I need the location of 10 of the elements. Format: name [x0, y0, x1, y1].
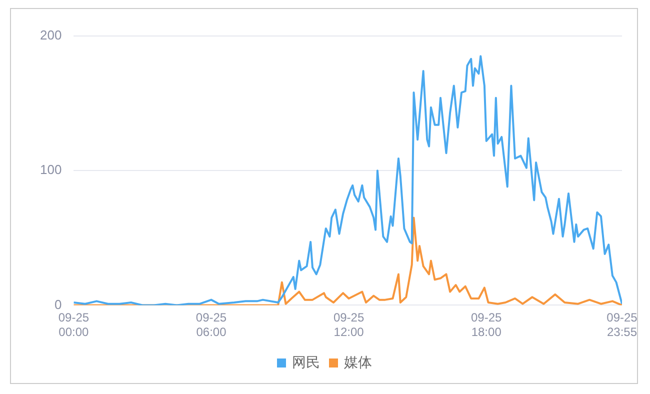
x-tick-label: 09-25 23:55 [606, 310, 638, 340]
x-tick-label: 09-25 12:00 [333, 310, 364, 340]
x-tick-label: 09-25 00:00 [58, 310, 90, 340]
y-tick-label: 100 [40, 162, 62, 178]
x-tick-label: 09-25 18:00 [471, 310, 502, 340]
legend-label: 媒体 [344, 354, 372, 370]
legend-label: 网民 [292, 354, 320, 370]
y-tick-label: 200 [40, 28, 62, 43]
x-tick-label: 09-25 06:00 [196, 310, 227, 340]
y-tick-label: 0 [54, 296, 62, 312]
